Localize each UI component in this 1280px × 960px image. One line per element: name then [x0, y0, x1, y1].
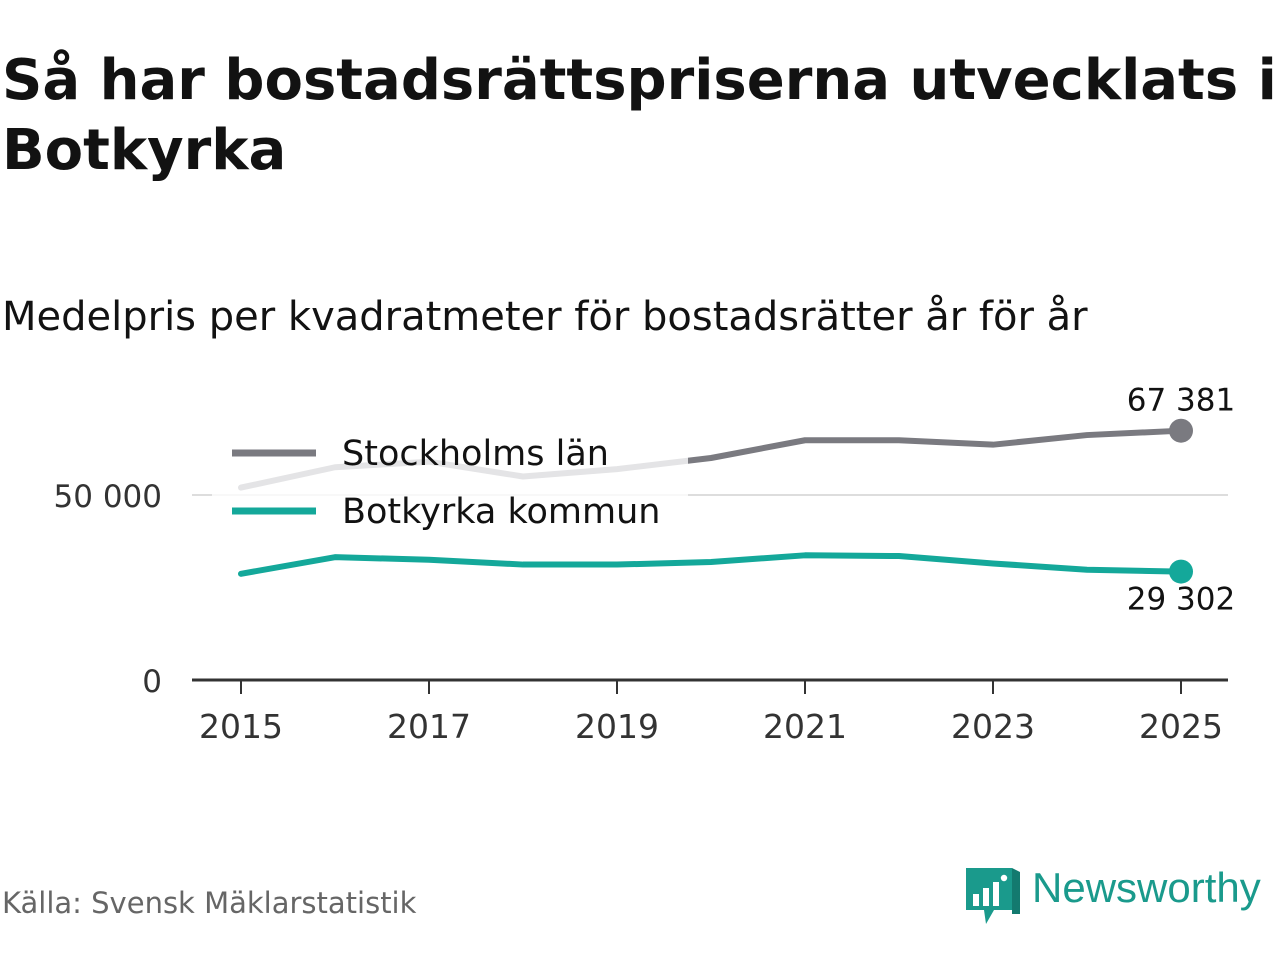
chart-title: Så har bostadsrättspriserna utvecklats i…	[2, 48, 1277, 183]
data-labels: 67 381 29 302	[1127, 383, 1235, 618]
axes: 0 50 000 2015 2017 2019 2021 2023 2025	[54, 479, 1228, 746]
legend-label: Stockholms län	[342, 434, 609, 474]
legend-label: Botkyrka kommun	[342, 492, 661, 532]
newsworthy-logo-icon	[966, 868, 1020, 924]
end-point-marker	[1169, 559, 1193, 584]
x-tick-label: 2017	[387, 707, 471, 746]
x-tick-label: 2021	[763, 707, 847, 746]
end-value-label: 29 302	[1127, 582, 1235, 618]
series-line-botkyrka	[238, 552, 1184, 577]
x-tick-label: 2019	[575, 707, 659, 746]
chart-subtitle: Medelpris per kvadratmeter för bostadsrä…	[2, 294, 1088, 340]
y-tick-label: 0	[142, 664, 162, 700]
y-tick-label: 50 000	[54, 479, 162, 515]
x-tick-label: 2025	[1139, 707, 1223, 746]
end-value-label: 67 381	[1127, 383, 1235, 419]
end-point-marker	[1169, 418, 1193, 443]
x-tick-label: 2015	[199, 707, 283, 746]
line-chart: 0 50 000 2015 2017 2019 2021 2023 2025 Stockhol…	[54, 383, 1236, 746]
brand-name: Newsworthy	[1032, 864, 1261, 911]
legend: Stockholms län Botkyrka kommun	[212, 422, 688, 542]
source-note: Källa: Svensk Mäklarstatistik	[2, 886, 417, 920]
x-tick-label: 2023	[951, 707, 1035, 746]
legend-background	[212, 422, 688, 542]
